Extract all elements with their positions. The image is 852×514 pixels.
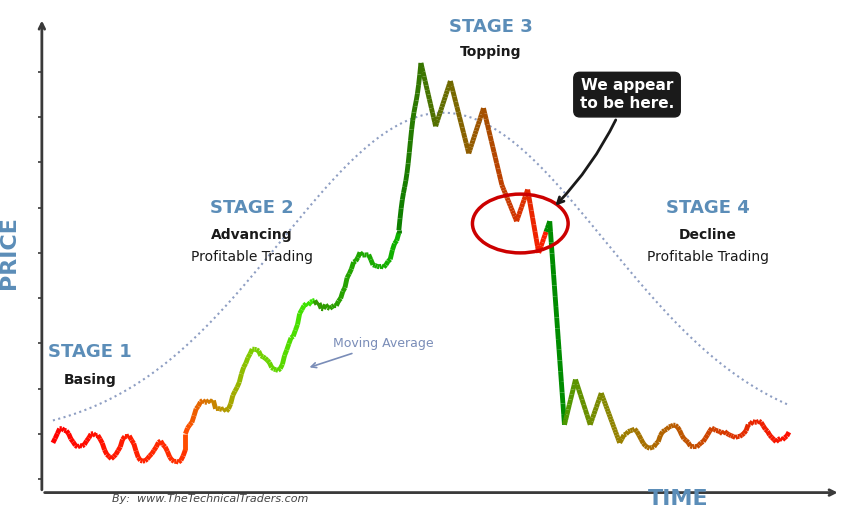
Text: STAGE 2: STAGE 2 <box>210 199 293 217</box>
Text: Decline: Decline <box>679 228 737 242</box>
Text: Advancing: Advancing <box>210 228 292 242</box>
Text: STAGE 3: STAGE 3 <box>449 18 532 36</box>
Text: Profitable Trading: Profitable Trading <box>191 250 313 264</box>
Text: Profitable Trading: Profitable Trading <box>647 250 769 264</box>
Text: We appear
to be here.: We appear to be here. <box>557 79 674 204</box>
Text: TIME: TIME <box>648 489 709 509</box>
Text: STAGE 1: STAGE 1 <box>48 343 131 361</box>
Text: PRICE: PRICE <box>0 216 19 289</box>
Text: Basing: Basing <box>63 373 116 387</box>
Text: By:  www.TheTechnicalTraders.com: By: www.TheTechnicalTraders.com <box>112 494 308 504</box>
Text: Topping: Topping <box>460 45 521 59</box>
Text: Moving Average: Moving Average <box>311 337 433 368</box>
Text: STAGE 4: STAGE 4 <box>666 199 750 217</box>
